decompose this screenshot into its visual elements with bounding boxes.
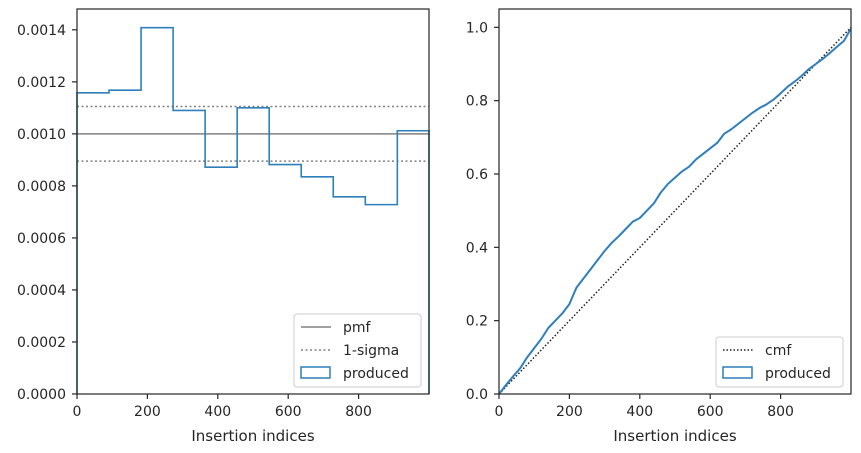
- x-tick-label: 200: [134, 404, 161, 420]
- left-legend-box: [293, 313, 422, 388]
- y-tick-label: 0.8: [466, 94, 488, 110]
- pmf-histogram-panel: 0 200 400 600 800 0.0000 0.0002 0.0004 0.0006 0.0…: [17, 8, 430, 445]
- legend-produced-cdf-swatch: [722, 366, 753, 379]
- x-tick-label: 0: [73, 404, 82, 420]
- x-tick-label: 0: [495, 404, 504, 420]
- legend-pmf-label: pmf: [343, 320, 372, 336]
- cmf-panel: 0 200 400 600 800 0.0 0.2 0.4 0.6 0.8 1.0 Insertio…: [466, 8, 852, 445]
- cmf-line: [498, 26, 852, 395]
- y-tick-label: 1.0: [466, 20, 488, 36]
- left-axes-frame: [76, 8, 430, 395]
- y-tick-label: 0.0002: [17, 335, 66, 351]
- legend-produced-swatch: [300, 366, 331, 379]
- y-tick-label: 0.0: [466, 387, 488, 403]
- left-legend: pmf 1-sigma produced: [293, 313, 422, 388]
- right-axes-frame: [498, 8, 852, 395]
- y-tick-label: 0.2: [466, 314, 488, 330]
- y-tick-label: 0.6: [466, 167, 488, 183]
- y-tick-label: 0.0000: [17, 387, 66, 403]
- legend-cmf-label: cmf: [765, 343, 792, 359]
- y-tick-label: 0.0008: [17, 179, 66, 195]
- right-x-axis-label: Insertion indices: [613, 427, 736, 445]
- legend-sigma-label: 1-sigma: [343, 343, 399, 359]
- left-x-axis-label: Insertion indices: [191, 427, 314, 445]
- right-legend: cmf produced: [715, 336, 844, 388]
- legend-produced-cdf-label: produced: [765, 366, 831, 382]
- y-tick-label: 0.0014: [17, 23, 66, 39]
- y-tick-label: 0.0004: [17, 283, 66, 299]
- x-tick-label: 200: [556, 404, 583, 420]
- legend-produced-label: produced: [343, 366, 409, 382]
- produced-histogram: [76, 26, 430, 394]
- x-tick-label: 600: [275, 404, 302, 420]
- y-tick-label: 0.0010: [17, 127, 66, 143]
- x-tick-label: 800: [767, 404, 794, 420]
- x-tick-label: 600: [697, 404, 724, 420]
- x-tick-label: 400: [626, 404, 653, 420]
- x-tick-label: 800: [345, 404, 372, 420]
- y-tick-label: 0.0012: [17, 75, 66, 91]
- produced-cdf-line: [498, 27, 852, 395]
- y-tick-label: 0.4: [466, 240, 488, 256]
- x-tick-label: 400: [204, 404, 231, 420]
- y-tick-label: 0.0006: [17, 231, 66, 247]
